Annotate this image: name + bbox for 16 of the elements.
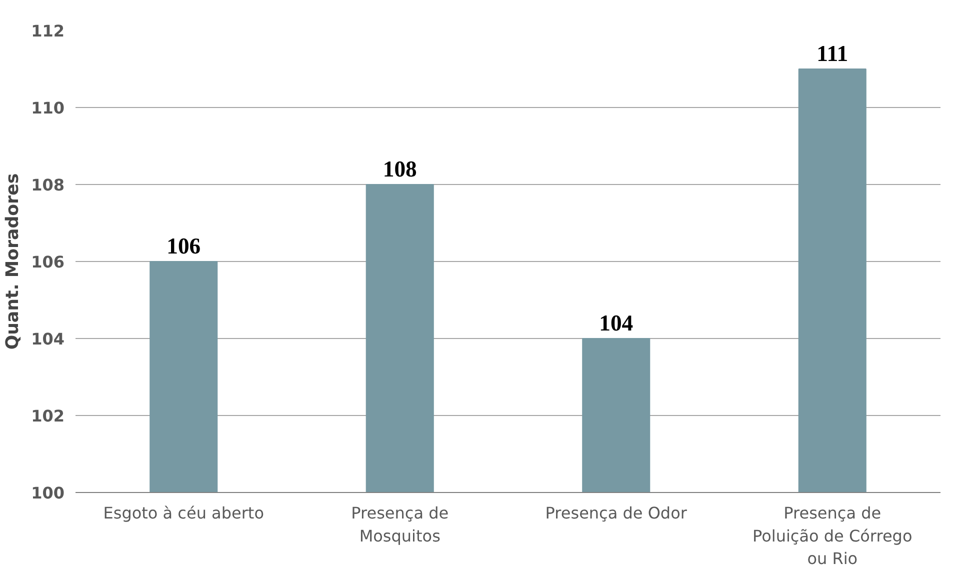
y-tick-label: 108 [31, 176, 65, 194]
y-tick-label: 112 [31, 22, 65, 40]
y-tick-label: 104 [31, 330, 65, 348]
y-tick-label: 110 [31, 98, 65, 118]
data-label: 111 [816, 41, 848, 66]
x-tick-label: Presença de Poluição de Córrego ou Rio [752, 504, 912, 568]
x-tick-label: Presença de Mosquitos [351, 504, 449, 546]
data-label: 106 [166, 234, 201, 258]
y-tick-label: 102 [31, 406, 65, 426]
data-label: 104 [599, 310, 634, 336]
data-label: 108 [382, 156, 417, 182]
x-tick-label: Presença de Odor [545, 504, 688, 522]
y-axis-title: Quant. Moradores [3, 173, 24, 350]
y-tick-label: 100 [31, 484, 65, 502]
x-tick-label: Esgoto à céu aberto [103, 504, 264, 522]
y-tick-label: 106 [31, 252, 65, 272]
